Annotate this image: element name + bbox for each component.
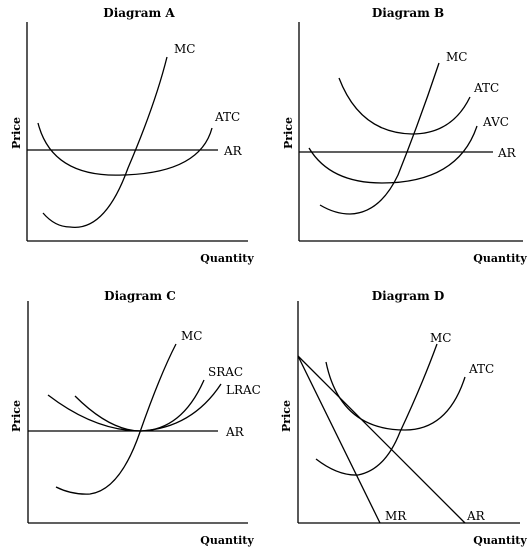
diagram-d-atc-label: ATC <box>468 362 494 376</box>
diagram-b-mc-curve <box>319 62 440 215</box>
diagram-c-lrac-label: LRAC <box>226 383 261 397</box>
diagram-b-atc-curve <box>338 77 471 135</box>
diagram-a-atc-label: ATC <box>214 110 240 124</box>
diagram-c-ylabel: Price <box>10 400 23 432</box>
diagram-a-ar-label: AR <box>223 144 243 158</box>
diagram-d-mc-label: MC <box>430 331 451 345</box>
diagram-c: Diagram C Price Quantity MC SRAC LRAC AR <box>10 289 261 547</box>
diagram-d-title: Diagram D <box>372 289 445 303</box>
diagram-d-mr-line <box>297 355 381 524</box>
diagram-c-srac-curve <box>74 379 205 432</box>
diagram-c-xlabel: Quantity <box>200 534 254 547</box>
diagram-d-ylabel: Price <box>280 400 293 432</box>
diagram-b-title: Diagram B <box>372 6 444 20</box>
diagram-c-mc-curve <box>55 343 177 495</box>
diagram-a-title: Diagram A <box>103 6 175 20</box>
diagram-d-ar-label: AR <box>466 509 486 523</box>
diagram-b: Diagram B Price Quantity MC ATC AVC AR <box>282 6 527 265</box>
diagram-a: Diagram A Price Quantity MC ATC AR <box>10 6 254 265</box>
diagram-b-avc-curve <box>308 125 478 184</box>
diagram-d-xlabel: Quantity <box>473 534 527 547</box>
diagram-c-title: Diagram C <box>104 289 176 303</box>
diagram-b-xlabel: Quantity <box>473 252 527 265</box>
diagram-a-mc-curve <box>42 56 168 228</box>
diagram-b-avc-label: AVC <box>482 115 509 129</box>
diagram-c-lrac-curve <box>47 383 222 432</box>
diagram-d-ar-line <box>297 355 466 524</box>
diagram-b-atc-label: ATC <box>473 81 499 95</box>
diagram-a-xlabel: Quantity <box>200 252 254 265</box>
diagram-b-ylabel: Price <box>282 117 295 149</box>
diagram-c-srac-label: SRAC <box>208 365 243 379</box>
diagram-c-ar-label: AR <box>225 425 245 439</box>
diagram-d-atc-curve <box>325 361 466 431</box>
diagram-a-mc-label: MC <box>174 42 195 56</box>
diagram-a-atc-curve <box>37 122 213 176</box>
diagram-a-ylabel: Price <box>10 117 23 149</box>
diagram-d-mr-label: MR <box>385 509 407 523</box>
diagram-d: Diagram D Price Quantity MC ATC MR AR <box>280 289 527 547</box>
diagram-b-ar-label: AR <box>497 146 517 160</box>
diagram-d-mc-curve <box>315 343 438 476</box>
diagram-b-mc-label: MC <box>446 50 467 64</box>
diagram-c-mc-label: MC <box>181 329 202 343</box>
